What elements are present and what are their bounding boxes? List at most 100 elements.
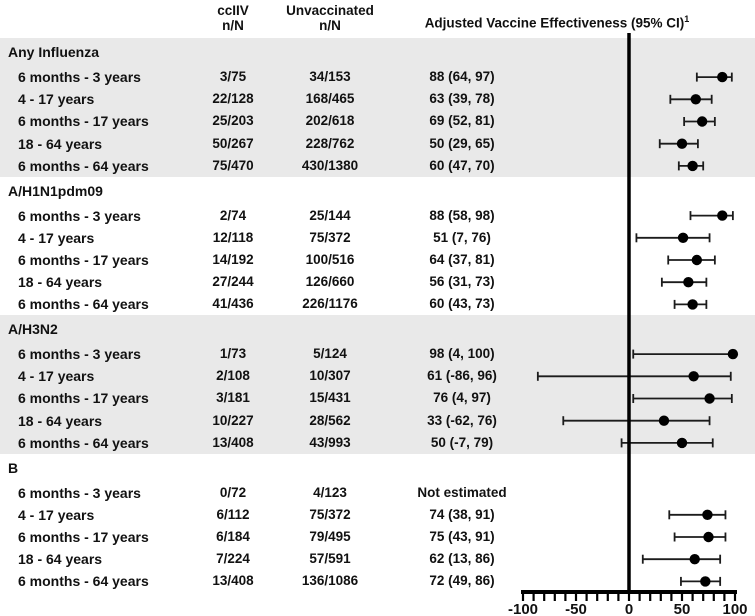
row-label: 6 months - 64 years [18,434,149,451]
ve-value: 75 (43, 91) [429,528,495,544]
column-header-cciiv-line1: ccIIV [217,3,249,18]
row-label: 6 months - 17 years [18,390,149,407]
point-estimate [704,393,715,404]
ve-value: 88 (64, 97) [429,69,495,84]
row-label: 18 - 64 years [18,135,103,152]
ve-value: 69 (52, 81) [429,113,495,129]
row-label: 6 months - 64 years [18,573,149,590]
ve-value: 50 (29, 65) [429,135,495,151]
cciiv-value: 14/192 [212,251,254,267]
row-label: 6 months - 3 years [18,346,141,362]
ve-value: 74 (38, 91) [429,506,495,522]
column-header-cciiv: ccIIV n/N [173,3,293,33]
cciiv-value: 12/118 [212,229,254,245]
cciiv-value: 50/267 [212,135,254,151]
row-label: 6 months - 3 years [18,207,141,224]
point-estimate [691,254,703,266]
axis-tick-label: 50 [674,601,691,616]
point-estimate [677,232,689,243]
cciiv-value: 10/227 [212,412,254,428]
section-label: A/H3N2 [8,321,58,337]
point-estimate [683,277,694,288]
point-estimate [696,116,708,127]
axis-tick-label: -100 [508,601,538,616]
cciiv-value: 27/244 [212,274,254,290]
unvaccinated-value: 136/1086 [301,573,359,589]
unvaccinated-value: 226/1176 [302,296,358,312]
axis-tick-label: 0 [625,601,633,616]
unvaccinated-value: 25/144 [309,207,351,223]
row-label: 4 - 17 years [18,506,95,523]
row-label: 6 months - 3 years [18,484,141,501]
point-estimate [688,371,699,382]
ve-value: 61 (-86, 96) [427,368,497,384]
row-label: 4 - 17 years [18,91,95,108]
unvaccinated-value: 75/372 [309,506,351,522]
cciiv-value: 13/408 [212,573,254,589]
point-estimate [717,71,728,83]
row-label: 6 months - 64 years [18,296,149,313]
cciiv-value: 1/73 [219,346,247,361]
ve-value: 50 (-7, 79) [430,434,494,450]
point-estimate [687,299,698,310]
section-label: Any Influenza [8,44,100,60]
unvaccinated-value: 15/431 [309,390,351,406]
row-label: 6 months - 17 years [18,251,149,268]
cciiv-value: 22/128 [212,91,254,107]
column-header-unvaccinated-line1: Unvaccinated [286,3,374,18]
point-estimate [676,138,688,149]
cciiv-value: 0/72 [219,484,247,500]
unvaccinated-value: 57/591 [309,551,351,567]
cciiv-value: 3/181 [216,390,250,406]
point-estimate [676,437,688,449]
cciiv-value: 6/184 [216,528,250,544]
point-estimate [689,554,700,565]
unvaccinated-value: 5/124 [313,346,347,361]
ve-value: 51 (7, 76) [433,229,491,245]
unvaccinated-value: 4/123 [313,484,347,500]
ve-value: 98 (4, 100) [429,346,495,361]
row-label: 18 - 64 years [18,274,103,291]
point-estimate [702,509,713,520]
ve-value: Not estimated [417,484,507,500]
row-label: 4 - 17 years [18,368,95,385]
point-estimate [687,160,698,172]
ve-value: 64 (37, 81) [429,251,495,267]
cciiv-value: 7/224 [216,551,250,567]
unvaccinated-value: 34/153 [309,69,351,84]
column-header-unvaccinated: Unvaccinated n/N [260,3,400,33]
ve-value: 56 (31, 73) [429,274,495,290]
cciiv-value: 2/74 [219,207,247,223]
point-estimate [703,531,714,543]
section-label: B [8,459,19,476]
unvaccinated-value: 43/993 [309,434,351,450]
cciiv-value: 75/470 [212,157,254,173]
unvaccinated-value: 79/495 [309,528,351,544]
unvaccinated-value: 10/307 [309,368,351,384]
cciiv-value: 41/436 [212,296,254,312]
unvaccinated-value: 28/562 [309,412,351,428]
ve-value: 76 (4, 97) [433,390,491,406]
cciiv-value: 3/75 [219,69,247,84]
ve-value: 63 (39, 78) [429,91,495,107]
unvaccinated-value: 168/465 [305,91,355,107]
point-estimate [727,348,739,360]
cciiv-value: 25/203 [212,113,254,129]
ve-value: 62 (13, 86) [429,551,495,567]
ve-value: 33 (-62, 76) [427,412,497,428]
ve-value: 88 (58, 98) [429,207,495,223]
section-label: A/H1N1pdm09 [8,182,103,199]
point-estimate [700,576,711,587]
column-header-ve: Adjusted Vaccine Effectiveness (95% CI)1 [424,14,690,31]
cciiv-value: 6/112 [216,506,250,522]
axis-tick-label: 100 [722,601,747,616]
row-label: 6 months - 64 years [18,157,149,174]
column-header-cciiv-line2: n/N [222,18,244,33]
ve-value: 60 (47, 70) [429,157,495,173]
unvaccinated-value: 100/516 [305,251,355,267]
unvaccinated-value: 126/660 [305,274,355,290]
row-label: 6 months - 3 years [18,69,141,85]
unvaccinated-value: 430/1380 [301,157,359,173]
